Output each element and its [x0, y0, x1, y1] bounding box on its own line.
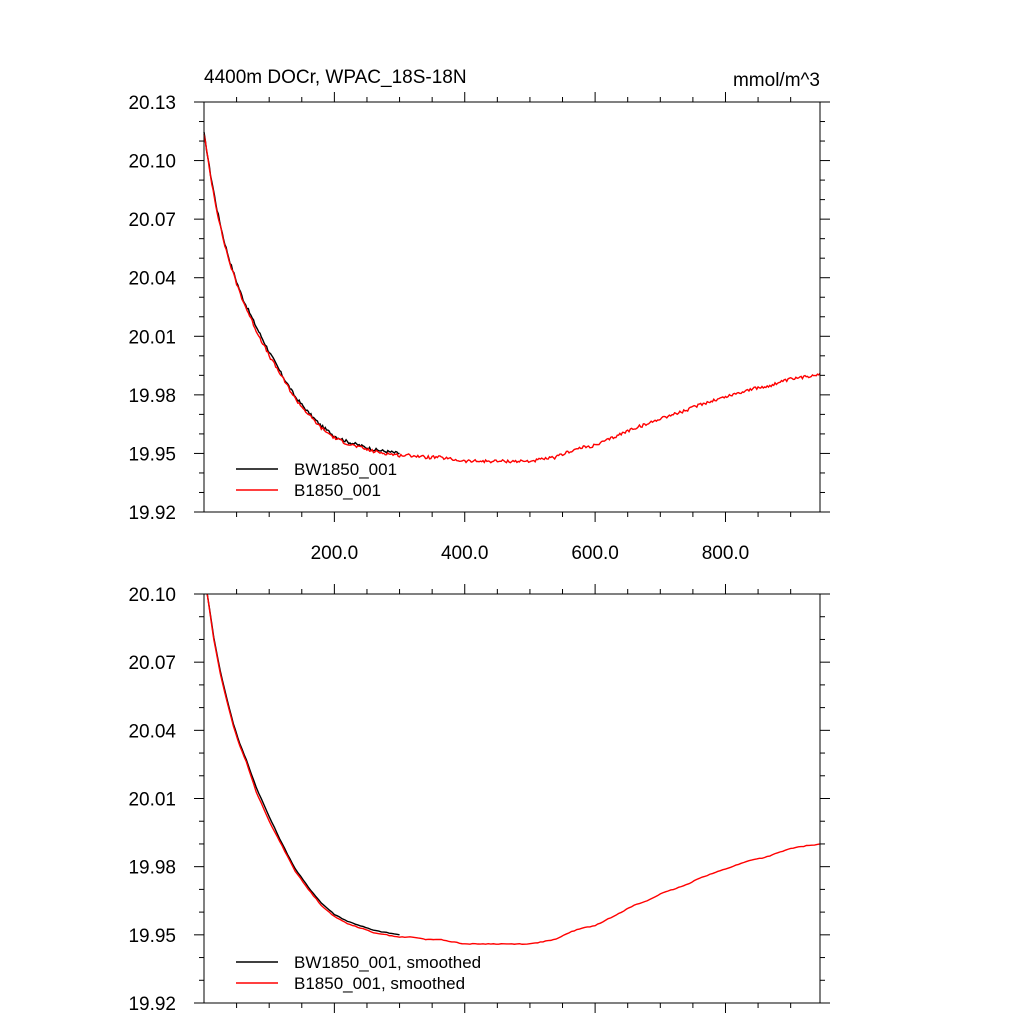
- bottom-legend-label-1: BW1850_001, smoothed: [294, 953, 481, 972]
- top-y-tick-label: 19.95: [128, 444, 176, 465]
- bottom-y-tick-label: 20.07: [128, 653, 176, 674]
- bottom-series-line-1: [206, 594, 400, 936]
- bottom-legend-label-2: B1850_001, smoothed: [294, 974, 465, 993]
- top-legend-label-1: BW1850_001: [294, 460, 397, 479]
- top-y-tick-label: 19.92: [128, 503, 176, 524]
- bottom-plot-area: 19.92 19.95 19.98 20.01 20.04 20.07 20.10 BW185…: [128, 584, 830, 1015]
- top-y-tick-label: 19.98: [128, 386, 176, 407]
- top-series-line-1: [203, 131, 400, 455]
- bottom-plot-frame: [203, 593, 821, 1004]
- top-legend-label-2: B1850_001: [294, 481, 381, 500]
- top-plot-area: 200.0 400.0 600.0 800.0 19.92 19.95 19.98 20.01…: [128, 92, 830, 564]
- bottom-y-tick-label: 20.01: [128, 790, 176, 811]
- top-panel-units: mmol/m^3: [733, 70, 820, 91]
- top-x-tick-label: 200.0: [311, 543, 359, 564]
- top-y-tick-label: 20.07: [128, 210, 176, 231]
- bottom-y-tick-label: 20.10: [128, 585, 176, 606]
- top-y-tick-label: 20.13: [128, 93, 176, 114]
- top-y-tick-label: 20.04: [128, 269, 176, 290]
- top-x-tick-label: 400.0: [441, 543, 489, 564]
- bottom-series-line-2: [206, 593, 821, 945]
- top-plot-frame: [203, 101, 821, 513]
- bottom-panel: 19.92 19.95 19.98 20.01 20.04 20.07 20.10 BW185…: [128, 584, 830, 1015]
- top-y-tick-label: 20.01: [128, 327, 176, 348]
- top-y-tick-label: 20.10: [128, 152, 176, 173]
- top-panel: 4400m DOCr, WPAC_18S-18N mmol/m^3 200.0 4…: [128, 67, 830, 564]
- top-series-line-2: [203, 134, 821, 464]
- top-panel-title: 4400m DOCr, WPAC_18S-18N: [204, 67, 467, 88]
- bottom-y-tick-label: 19.92: [128, 994, 176, 1015]
- bottom-y-tick-label: 20.04: [128, 721, 176, 742]
- top-x-tick-label: 600.0: [571, 543, 619, 564]
- top-x-tick-label: 800.0: [702, 543, 750, 564]
- bottom-y-tick-label: 19.98: [128, 858, 176, 879]
- bottom-y-tick-label: 19.95: [128, 926, 176, 947]
